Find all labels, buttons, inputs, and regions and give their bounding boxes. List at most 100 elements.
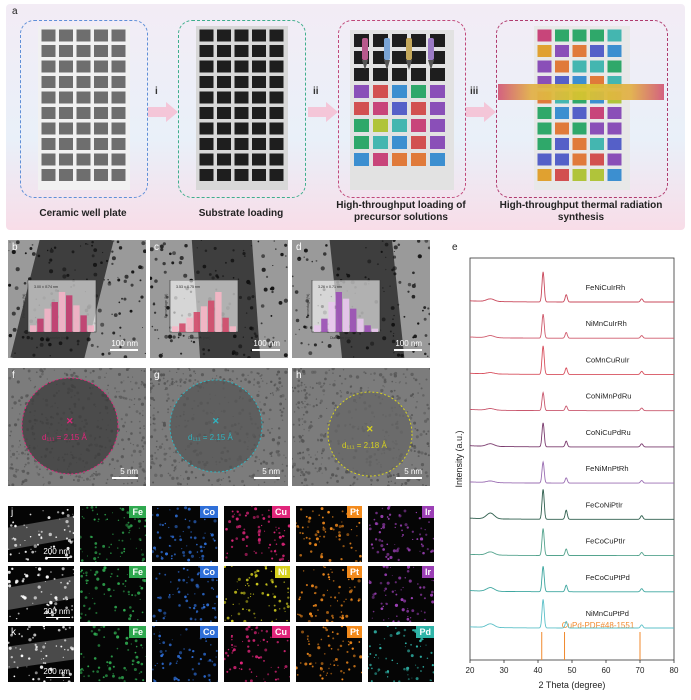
particle-dot [164,387,168,390]
particle-dot [26,453,29,456]
particle-dot [116,647,119,650]
particle-dot [65,599,67,601]
particle-dot [410,643,413,646]
plate-well [41,122,56,135]
particle-dot [420,637,424,641]
particle-dot [19,413,21,415]
particle-dot [278,377,281,380]
particle-dot [130,381,132,383]
particle-dot [161,662,164,666]
particle-dot [375,654,377,656]
particle-dot [417,450,421,454]
particle-dot [131,388,134,391]
particle-dot [423,611,426,614]
particle-dot [224,657,226,661]
particle-dot [374,538,378,541]
particle-dot [107,392,109,394]
particle-dot [314,454,316,456]
particle-dot [277,666,280,669]
plate-well [199,76,214,88]
particle-dot [418,517,421,520]
particle-dot [261,433,265,438]
particle-dot [299,368,303,370]
particle-dot [91,483,95,486]
particle-dot [247,645,250,648]
particle-dot [60,581,62,584]
particle-dot [341,678,344,681]
lattice-marker: ✕ [212,416,220,426]
pipette-tip [362,38,368,60]
particle-dot [8,424,11,427]
particle-dot [22,368,25,370]
particle-dot [370,479,372,481]
particle-dot [26,394,29,397]
ceramic-plate-grid [38,26,130,190]
particle-dot [385,268,387,271]
plate-well [234,122,249,135]
particle-dot [398,514,402,518]
particle-dot [404,382,408,385]
particle-dot [334,523,339,527]
particle-dot [391,339,396,344]
particle-dot [178,655,181,658]
element-badge-ni: Ni [275,566,290,578]
plate-well [269,138,284,150]
particle-dot [258,385,261,389]
particle-dot [394,482,397,485]
particle-dot [292,462,297,466]
plate-well [555,45,569,57]
particle-dot [425,484,428,486]
plate-well [252,107,266,119]
particle-dot [23,281,27,285]
particle-dot [327,644,331,647]
particle-dot [209,532,212,535]
particle-dot [271,557,274,560]
particle-dot [284,475,286,477]
scale-bar [46,616,70,618]
plate-well [111,169,126,181]
particle-dot [409,620,412,622]
panel-label-b: b [12,242,18,253]
particle-dot [203,652,207,656]
particle-dot [327,344,332,348]
particle-dot [313,569,315,571]
particle-dot [383,638,386,640]
particle-dot [233,513,235,515]
particle-dot [15,468,18,471]
particle-dot [80,574,84,578]
particle-overlay: ✕d₁₁₁ = 2.18 Å [327,391,413,477]
particle-dot [407,674,409,676]
particle-dot [318,514,321,517]
particle-dot [134,678,137,681]
plate-well [590,153,604,166]
plate-well [217,91,231,104]
particle-dot [32,678,35,681]
particle-dot [157,449,159,451]
particle-dot [392,620,395,622]
particle-dot [177,332,182,337]
element-badge-pt: Pt [347,626,362,638]
particle-dot [98,368,103,371]
particle-dot [266,368,270,370]
particle-dot [271,340,275,344]
particle-dot [45,610,49,614]
particle-dot [160,555,163,558]
particle-dot [118,396,120,398]
particle-dot [414,343,418,348]
particle-dot [175,662,178,665]
particle-dot [373,656,375,658]
particle-dot [42,510,44,512]
particle-dot [177,587,179,589]
particle-dot [284,243,288,247]
plate-well [59,29,73,42]
particle-dot [212,368,216,372]
particle-dot [319,535,321,538]
particle-dot [92,262,98,267]
particle-dot [91,244,94,247]
particle-dot [305,410,309,414]
particle-dot [267,515,271,518]
particle-dot [420,670,422,672]
particle-dot [26,607,29,610]
histogram-bar [193,312,200,332]
particle-dot [236,581,238,583]
